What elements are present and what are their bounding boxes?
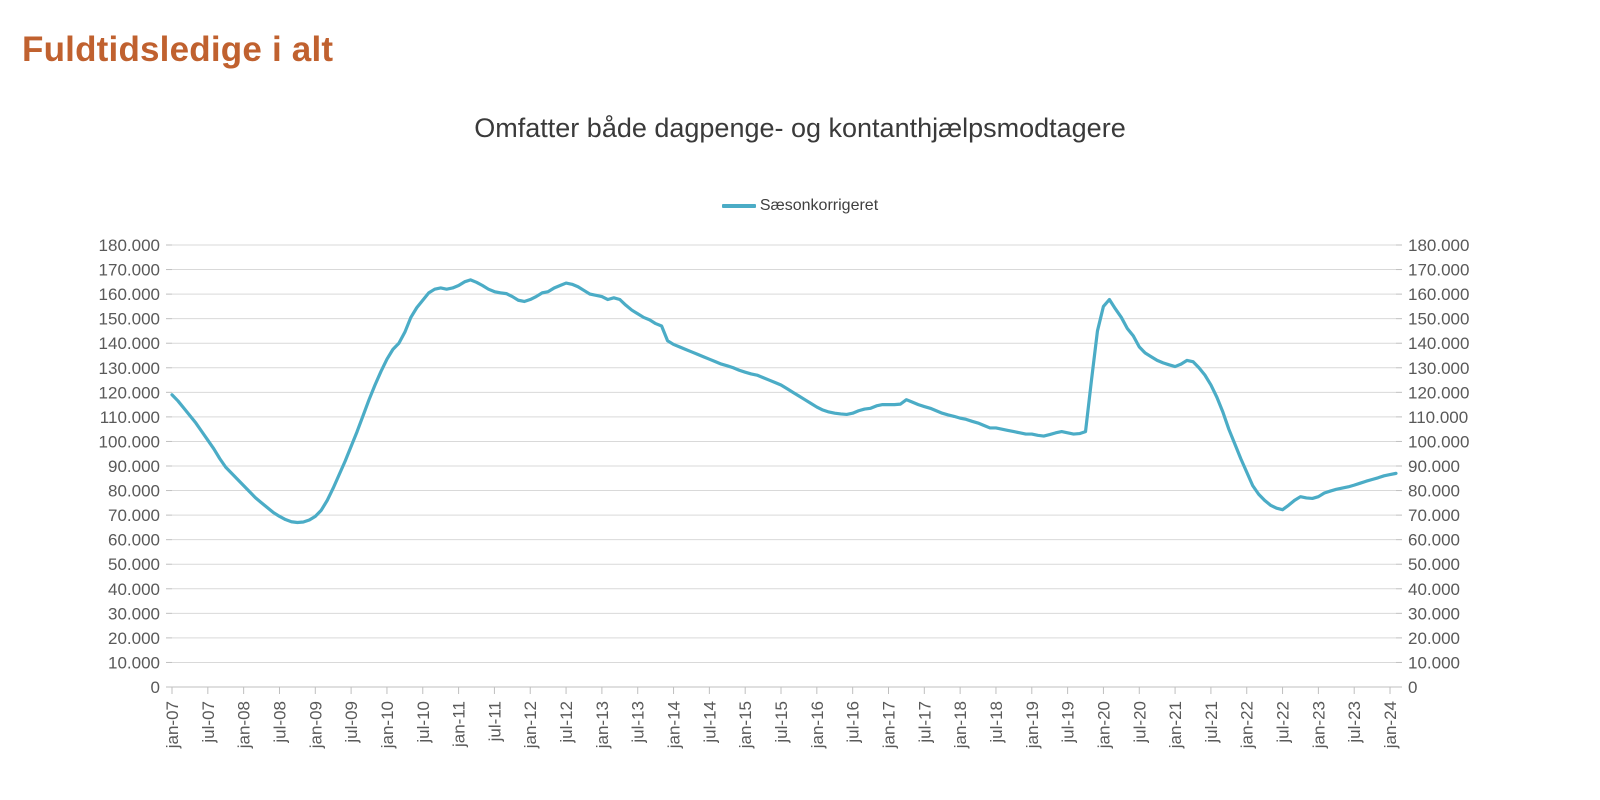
x-axis-label: jan-14 [665,701,684,749]
x-axis-label: jul-08 [270,701,289,744]
y-axis-label-right: 40.000 [1408,580,1460,599]
y-axis-label-right: 180.000 [1408,236,1469,255]
y-axis-label-right: 30.000 [1408,604,1460,623]
y-axis-label-left: 180.000 [99,236,160,255]
x-axis-label: jan-07 [163,701,182,749]
x-axis-label: jul-17 [915,701,934,744]
x-axis-label: jul-15 [772,701,791,744]
x-axis-label: jan-17 [879,701,898,749]
x-axis-label: jan-15 [736,701,755,749]
y-axis-label-right: 120.000 [1408,383,1469,402]
x-axis-label: jul-10 [414,701,433,744]
y-axis-label-left: 100.000 [99,432,160,451]
x-axis-label: jan-23 [1309,701,1328,749]
y-axis-label-right: 130.000 [1408,359,1469,378]
y-axis-label-left: 120.000 [99,383,160,402]
x-axis-label: jan-16 [808,701,827,749]
page-title: Fuldtidsledige i alt [22,30,334,69]
x-axis-label: jan-13 [593,701,612,749]
x-axis-label: jan-22 [1238,701,1257,749]
x-axis-label: jan-24 [1381,701,1400,749]
y-axis-label-right: 100.000 [1408,432,1469,451]
x-axis-label: jan-10 [378,701,397,749]
y-axis-label-right: 140.000 [1408,334,1469,353]
y-axis-label-left: 80.000 [108,482,160,501]
y-axis-label-right: 110.000 [1408,408,1468,427]
chart-subtitle: Omfatter både dagpenge- og kontanthjælps… [474,113,1126,143]
y-axis-label-left: 30.000 [108,604,160,623]
x-axis-label: jan-12 [521,701,540,749]
y-axis-label-left: 50.000 [108,555,160,574]
x-axis-label: jul-14 [700,701,719,744]
x-axis-label: jul-12 [557,701,576,744]
x-axis-label: jan-18 [951,701,970,749]
y-axis-label-right: 80.000 [1408,482,1460,501]
y-axis-label-left: 60.000 [108,531,160,550]
y-axis-label-right: 10.000 [1408,653,1460,672]
y-axis-label-right: 150.000 [1408,310,1469,329]
y-axis-label-left: 40.000 [108,580,160,599]
x-axis-label: jul-19 [1059,701,1078,744]
x-axis-label: jan-09 [306,701,325,749]
y-axis-label-right: 90.000 [1408,457,1460,476]
y-axis-label-left: 20.000 [108,629,160,648]
x-axis-label: jul-09 [342,701,361,744]
x-axis-label: jul-11 [485,701,504,742]
y-axis-label-right: 20.000 [1408,629,1460,648]
x-axis-label: jul-18 [987,701,1006,744]
y-axis-label-left: 0 [151,678,160,697]
x-axis-label: jul-20 [1130,701,1149,744]
x-axis-label: jul-13 [629,701,648,744]
legend-line-swatch [721,204,756,208]
legend-label-saesonkorrigeret: Sæsonkorrigeret [759,197,879,214]
y-axis-label-left: 70.000 [108,506,160,525]
series-line-saesonkorrigeret [170,278,1398,525]
x-axis-label: jan-08 [235,701,254,749]
y-axis-label-right: 60.000 [1408,531,1460,550]
y-axis-label-left: 10.000 [108,653,160,672]
y-axis-label-left: 130.000 [99,359,160,378]
x-axis-label: jul-21 [1202,701,1221,744]
x-axis-label: jan-11 [450,701,469,748]
x-axis-label: jan-21 [1166,701,1185,749]
chart-legend: Sæsonkorrigeret [0,198,1600,214]
x-axis-label: jan-20 [1094,701,1113,749]
x-axis-label: jul-22 [1274,701,1293,744]
y-axis-label-left: 160.000 [99,285,160,304]
x-axis-label: jul-23 [1345,701,1364,744]
x-axis-label: jul-07 [199,701,218,744]
y-axis-label-right: 70.000 [1408,506,1460,525]
y-axis-label-left: 110.000 [100,408,160,427]
y-axis-label-left: 150.000 [99,310,160,329]
x-axis-label: jul-16 [844,701,863,744]
y-axis-label-left: 170.000 [99,261,160,280]
y-axis-label-left: 90.000 [108,457,160,476]
y-axis-label-right: 160.000 [1408,285,1469,304]
y-axis-label-right: 170.000 [1408,261,1469,280]
y-axis-label-right: 0 [1408,678,1417,697]
y-axis-label-left: 140.000 [99,334,160,353]
y-axis-label-right: 50.000 [1408,555,1460,574]
x-axis-label: jan-19 [1023,701,1042,749]
